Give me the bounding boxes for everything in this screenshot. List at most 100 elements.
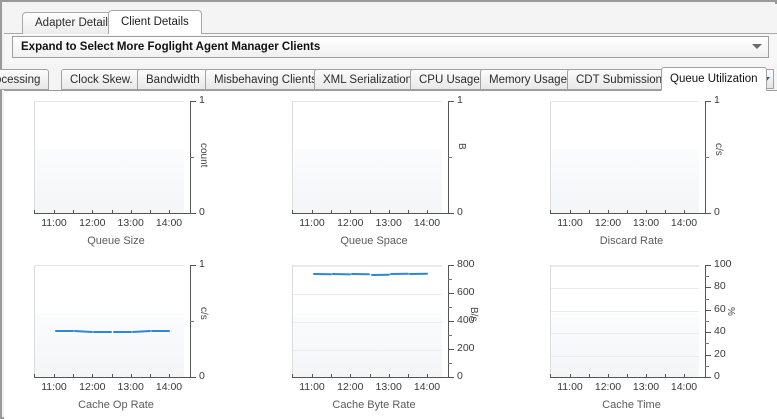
y-tick-label: 100 — [714, 258, 732, 270]
gridline — [293, 266, 442, 267]
chart-title: Cache Op Rate — [78, 399, 154, 411]
x-tick-label: 11:00 — [299, 217, 325, 229]
x-origin-tick — [34, 374, 35, 378]
y-tick — [705, 265, 711, 266]
tab-adapter-details[interactable]: Adapter Details — [22, 12, 127, 34]
x-tick-label: 12:00 — [337, 217, 364, 229]
plot-area — [550, 101, 699, 213]
x-tick-label: 13:00 — [375, 381, 402, 393]
threshold-band — [35, 313, 184, 377]
top-tab-baseline — [4, 33, 777, 34]
data-series-line — [370, 273, 390, 276]
data-series-line — [55, 329, 75, 332]
data-series-line — [332, 272, 352, 276]
tab-processing-label: ocessing — [0, 74, 41, 86]
y-tick — [190, 377, 196, 378]
chart-cache-byte-rate[interactable]: 0 200 400 600 800 B/s 11:00 12:00 13:00 14:00 Cach… — [262, 255, 520, 419]
y-tick — [190, 101, 196, 102]
tab-cpu-usage[interactable]: CPU Usage — [410, 69, 489, 90]
x-tick-label: 14:00 — [155, 217, 183, 229]
y-tick-label: 0 — [457, 206, 463, 218]
chart-title: Queue Size — [87, 235, 145, 247]
y-tick-label: 1 — [199, 94, 205, 106]
data-series-line — [408, 272, 428, 276]
chart-queue-size[interactable]: 0 1 count 11:00 12:00 13:00 14:00 Queue Size — [4, 91, 262, 255]
x-tick — [169, 374, 170, 378]
client-selector-expander[interactable]: Expand to Select More Foglight Agent Man… — [12, 36, 769, 58]
x-tick-label: 11:00 — [41, 217, 67, 229]
gridline — [293, 294, 442, 295]
tab-clock-skew[interactable]: Clock Skew. — [61, 69, 142, 90]
tab-misbehaving-clients[interactable]: Misbehaving Clients — [205, 69, 326, 90]
y-axis-unit-label: B — [456, 143, 467, 150]
x-tick-label: 14:00 — [413, 381, 441, 393]
y-minor-tick — [448, 307, 452, 308]
tab-cdt-submission[interactable]: CDT Submission — [567, 69, 672, 90]
x-tick — [54, 210, 55, 214]
gridline — [551, 288, 699, 289]
chart-discard-rate[interactable]: 0 1 c/s 11:00 12:00 13:00 14:00 Discard Rate — [520, 91, 777, 255]
gridline — [551, 356, 699, 357]
y-tick — [705, 287, 711, 288]
gridline — [293, 322, 442, 323]
y-tick — [448, 293, 454, 294]
x-tick — [570, 210, 571, 214]
y-tick — [705, 213, 711, 214]
x-tick-label: 13:00 — [117, 381, 144, 393]
tab-queue-utilization-label: Queue Utilization — [670, 73, 758, 85]
chart-title: Cache Time — [602, 399, 661, 411]
y-tick — [705, 377, 711, 378]
x-minor-tick — [627, 210, 628, 214]
x-minor-tick — [589, 210, 590, 214]
tab-xml-serialization[interactable]: XML Serialization — [314, 69, 422, 90]
threshold-band — [293, 313, 442, 377]
x-minor-tick — [331, 374, 333, 378]
tab-memory-usage-label: Memory Usage — [489, 74, 567, 86]
x-tick — [608, 210, 609, 214]
x-tick — [350, 210, 352, 214]
threshold-band — [35, 149, 184, 213]
x-tick — [570, 374, 571, 378]
x-tick-label: 13:00 — [632, 217, 660, 229]
tab-processing[interactable]: ocessing — [0, 69, 50, 90]
x-tick-label: 11:00 — [557, 381, 583, 393]
tab-cdt-submission-label: CDT Submission — [576, 74, 663, 86]
tab-queue-utilization[interactable]: Queue Utilization — [661, 67, 767, 91]
x-minor-tick — [627, 374, 628, 378]
y-tick-label: 0 — [199, 370, 205, 382]
y-minor-tick — [190, 321, 194, 322]
x-tick-label: 11:00 — [299, 381, 325, 393]
plot-area — [292, 265, 442, 377]
x-tick-label: 11:00 — [557, 217, 583, 229]
x-minor-tick — [665, 210, 666, 214]
gridline — [551, 333, 699, 334]
top-tab-bar: Adapter Details Client Details — [4, 4, 777, 35]
threshold-band — [551, 313, 699, 377]
x-origin-tick — [34, 210, 35, 214]
data-series-line — [93, 331, 113, 334]
charts-grid: 0 1 count 11:00 12:00 13:00 14:00 Queue Size 0 1 B… — [4, 91, 777, 419]
chart-title: Cache Byte Rate — [332, 399, 416, 411]
y-axis-unit-label: % — [725, 307, 736, 316]
y-minor-tick — [448, 157, 452, 158]
x-tick — [646, 374, 647, 378]
plot-area — [292, 101, 442, 213]
tab-client-details[interactable]: Client Details — [108, 10, 202, 35]
x-tick — [388, 210, 390, 214]
tab-bandwidth[interactable]: Bandwidth — [137, 69, 209, 90]
chart-queue-space[interactable]: 0 1 B 11:00 12:00 13:00 14:00 Queue Space — [262, 91, 520, 255]
y-tick — [448, 349, 454, 350]
y-tick — [448, 265, 454, 266]
data-series-line — [312, 272, 333, 275]
y-tick-label: 0 — [714, 370, 720, 382]
x-tick-label: 12:00 — [594, 217, 622, 229]
x-origin-tick — [550, 210, 551, 214]
x-tick — [312, 210, 313, 214]
x-tick-label: 12:00 — [79, 217, 106, 229]
data-series-line — [112, 331, 132, 334]
x-tick — [92, 210, 94, 214]
chart-cache-op-rate[interactable]: 0 1 c/s 11:00 12:00 13:00 14:00 Cache Op Rate — [4, 255, 262, 419]
chart-cache-time[interactable]: 0 20 40 60 80 100% 11:00 12:00 13:00 14:00 Cache T… — [520, 255, 777, 419]
tab-misbehaving-clients-label: Misbehaving Clients — [214, 74, 317, 86]
tab-memory-usage[interactable]: Memory Usage — [480, 69, 576, 90]
